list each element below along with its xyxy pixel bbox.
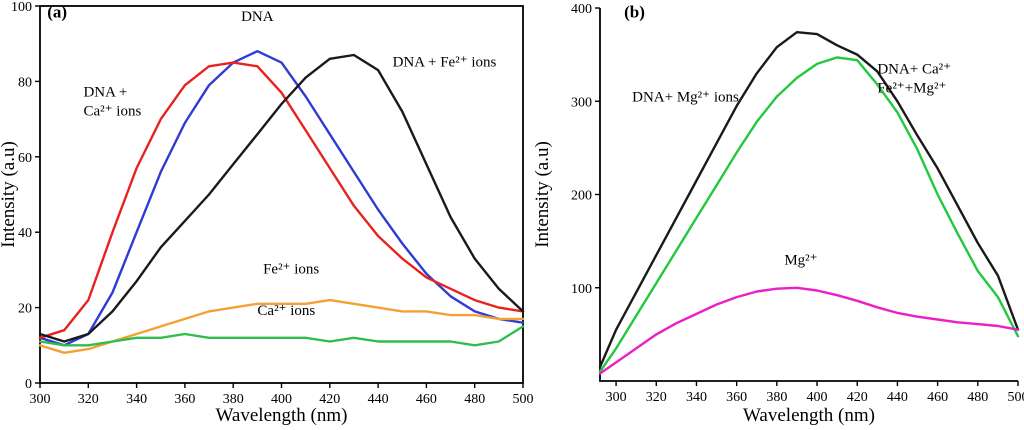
x-tick-label: 400 (807, 390, 828, 405)
y-tick-label: 60 (18, 151, 32, 166)
x-tick-label: 460 (416, 392, 437, 407)
label-dna-ca: DNA + Ca²⁺ ions (83, 84, 141, 119)
panel-a: 300 320 340 360 380 400 420 440 460 480 500 0 20 40 60… (0, 0, 534, 426)
x-tick-label: 360 (726, 390, 747, 405)
y-tick-label: 300 (571, 95, 592, 110)
label-mg: Mg²⁺ (784, 252, 817, 268)
x-tick-label: 360 (174, 392, 195, 407)
series-dna-mg (598, 31, 1020, 369)
x-tick-label: 440 (368, 392, 389, 407)
label-dna-mg: DNA+ Mg²⁺ ions (632, 89, 739, 105)
y-tick-label: 20 (18, 302, 32, 317)
label-dna-ca-fe-mg: DNA+ Ca²⁺ Fe²⁺+Mg²⁺ (877, 61, 951, 96)
y-tick-label: 40 (18, 226, 32, 241)
x-tick-label: 420 (847, 390, 868, 405)
y-tick-label: 80 (18, 75, 32, 90)
series-dna-ca-fe-mg (598, 56, 1020, 373)
series-fe (38, 298, 525, 354)
series-dna-ca (38, 61, 525, 339)
label-fe: Fe²⁺ ions (263, 262, 319, 278)
series-dna (38, 50, 525, 347)
x-tick-label: 500 (513, 392, 534, 407)
y-axis-label: Intensity (a.u) (535, 141, 553, 248)
x-tick-label: 480 (967, 390, 988, 405)
chart-a-svg: 300 320 340 360 380 400 420 440 460 480 500 0 20 40 60… (0, 0, 534, 426)
label-ca: Ca²⁺ ions (257, 303, 315, 319)
x-tick-label: 500 (1008, 390, 1024, 405)
label-dna-fe: DNA + Fe²⁺ ions (393, 54, 497, 70)
label-dna: DNA (241, 9, 274, 25)
y-tick-label: 400 (571, 2, 592, 17)
chart-b-svg: 300 320 340 360 380 400 420 440 460 480 500 100 200 3… (535, 2, 1024, 426)
y-tick-label: 0 (25, 377, 32, 392)
y-axis-label: Intensity (a.u) (0, 141, 19, 248)
x-tick-label: 340 (686, 390, 707, 405)
y-tick-label: 100 (571, 282, 592, 297)
x-axis-label: Wavelength (nm) (216, 405, 348, 426)
series-mg (598, 286, 1020, 375)
y-tick-label: 200 (571, 189, 592, 204)
x-axis-label: Wavelength (nm) (743, 405, 875, 426)
series-ca (38, 325, 525, 347)
x-tick-label: 440 (887, 390, 908, 405)
panel-b: 300 320 340 360 380 400 420 440 460 480 500 100 200 3… (535, 0, 1024, 430)
x-tick-label: 460 (927, 390, 948, 405)
x-tick-label: 400 (271, 392, 292, 407)
x-tick-label: 380 (766, 390, 787, 405)
panel-letter-a: (a) (47, 2, 67, 21)
y-tick-label: 100 (11, 0, 32, 15)
x-tick-label: 320 (78, 392, 99, 407)
plot-axes (599, 8, 1018, 382)
panel-letter-b: (b) (624, 2, 645, 21)
x-tick-label: 380 (223, 392, 244, 407)
x-tick-label: 300 (30, 392, 51, 407)
x-tick-label: 320 (646, 390, 667, 405)
x-tick-label: 420 (319, 392, 340, 407)
x-tick-label: 340 (126, 392, 147, 407)
x-tick-label: 300 (606, 390, 627, 405)
x-tick-label: 480 (464, 392, 485, 407)
series-dna-fe (38, 53, 525, 343)
